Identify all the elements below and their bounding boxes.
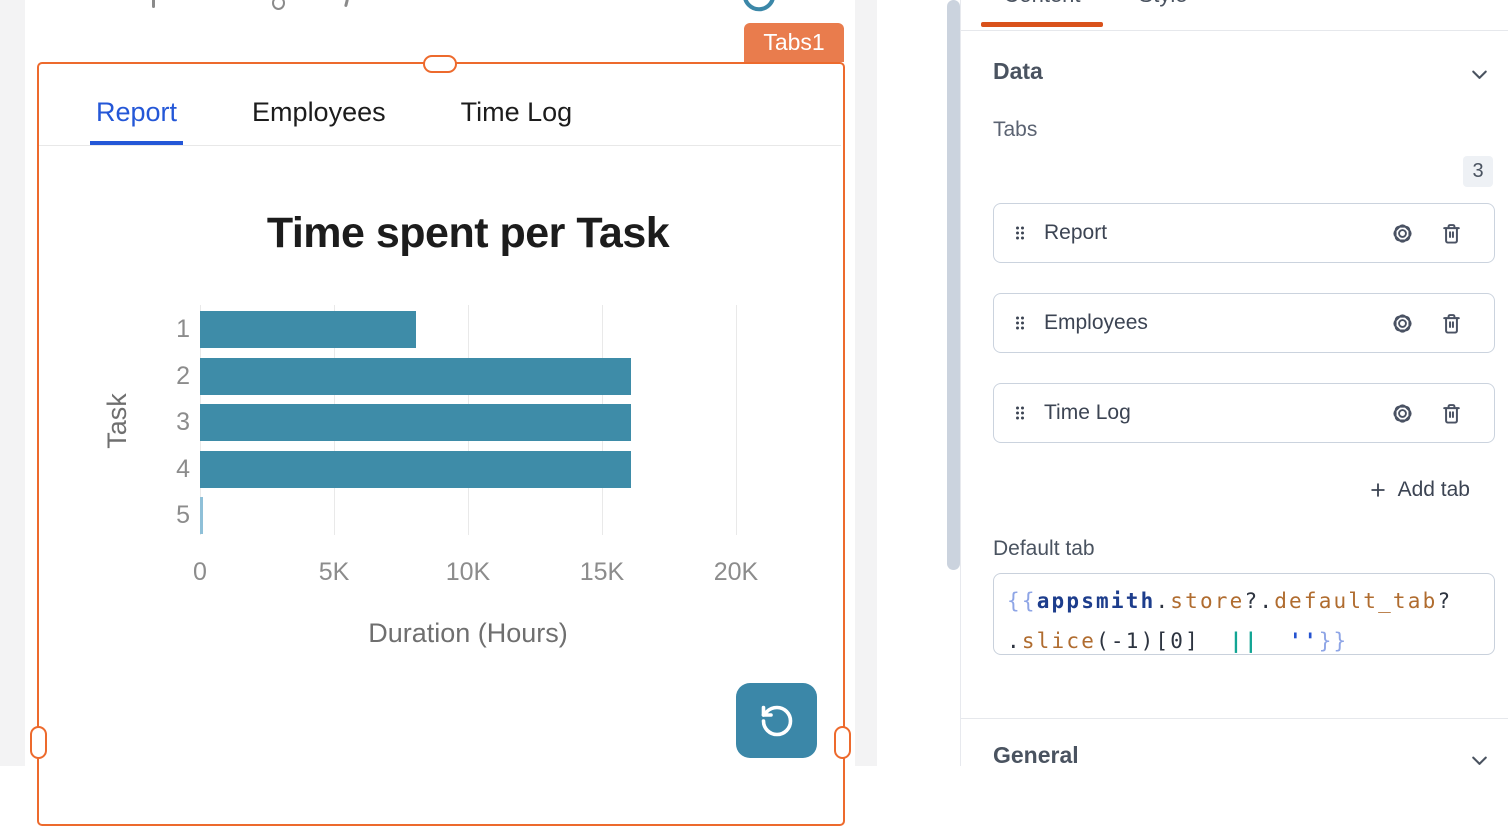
widget-selection-frame: [37, 62, 845, 826]
trash-icon[interactable]: [1439, 401, 1464, 426]
chart-title: Time spent per Task: [266, 209, 670, 257]
gridline: [736, 305, 737, 535]
clipped-glyph: [272, 0, 285, 10]
chart-x-axis-title: Duration (Hours): [368, 618, 568, 648]
trash-icon[interactable]: [1439, 221, 1464, 246]
tab-list-item-employees[interactable]: Employees: [993, 293, 1495, 353]
clipped-glyph: [152, 0, 155, 8]
bar-task-3[interactable]: [200, 404, 632, 442]
add-tab-button[interactable]: Add tab: [1362, 477, 1476, 503]
tabbar-divider: [39, 145, 841, 146]
resize-handle-left[interactable]: [30, 726, 47, 759]
y-category-label: 4: [176, 454, 190, 483]
canvas-right-gutter: [855, 0, 877, 766]
y-category-label: 5: [176, 501, 190, 530]
active-tab-underline: [981, 22, 1103, 27]
settings-gear-icon[interactable]: [1390, 401, 1415, 426]
tabs-count-badge: 3: [1463, 156, 1493, 187]
widget-tab-report[interactable]: Report: [90, 96, 184, 145]
widget-tab-employees[interactable]: Employees: [246, 96, 392, 145]
resize-handle-top[interactable]: [423, 55, 457, 73]
canvas-scrollbar[interactable]: [947, 0, 960, 570]
tab-list-item-report[interactable]: Report: [993, 203, 1495, 263]
tab-item-label: Employees: [1044, 311, 1148, 334]
bar-task-1[interactable]: [200, 311, 416, 348]
bar-task-5[interactable]: [200, 497, 203, 535]
drag-handle-icon[interactable]: [1010, 222, 1030, 244]
default-tab-code-input[interactable]: {{appsmith.store?.default_tab? .slice(-1)…: [993, 573, 1495, 655]
resize-handle-right[interactable]: [834, 726, 851, 759]
chart-y-axis-title: Task: [102, 393, 132, 449]
x-tick-label: 10K: [445, 558, 491, 586]
widget-tab-time-log[interactable]: Time Log: [455, 96, 579, 145]
tabs-widget-tabbar: Report Employees Time Log: [90, 96, 578, 145]
y-category-label: 1: [176, 315, 190, 343]
settings-gear-icon[interactable]: [1390, 311, 1415, 336]
y-category-label: 3: [176, 408, 190, 437]
x-tick-label: 15K: [579, 558, 625, 586]
editor-left-margin: [0, 0, 25, 766]
chevron-down-icon[interactable]: [1467, 748, 1492, 773]
x-tick-label: 5K: [318, 558, 350, 586]
drag-handle-icon[interactable]: [1010, 402, 1030, 424]
bar-task-2[interactable]: [200, 357, 632, 395]
refresh-ccw-icon: [759, 703, 795, 739]
code-line: .slice(-1)[0] || ''}}: [1007, 629, 1349, 653]
clipped-text-top: [0, 0, 900, 16]
drag-handle-icon[interactable]: [1010, 312, 1030, 334]
tab-items-list: Report: [993, 203, 1495, 473]
widget-name-tag[interactable]: Tabs1: [744, 23, 844, 62]
chart-refresh-button[interactable]: [736, 683, 817, 758]
settings-gear-icon[interactable]: [1390, 221, 1415, 246]
tab-list-item-time-log[interactable]: Time Log: [993, 383, 1495, 443]
property-pane: Content Style Data Tabs 3 Report: [960, 0, 1508, 768]
section-title-data: Data: [993, 58, 1043, 84]
section-title-general: General: [993, 742, 1079, 768]
tab-item-label: Time Log: [1044, 401, 1131, 424]
bar-task-4[interactable]: [200, 450, 632, 488]
default-tab-field-label: Default tab: [993, 537, 1095, 560]
y-category-label: 2: [176, 361, 190, 390]
tab-item-label: Report: [1044, 221, 1108, 244]
refresh-ccw-icon[interactable]: [740, 0, 778, 14]
code-line: {{appsmith.store?.default_tab?: [1007, 589, 1453, 613]
divider: [961, 30, 1508, 31]
chevron-down-icon[interactable]: [1467, 62, 1492, 87]
pane-tab-style[interactable]: Style: [1121, 0, 1205, 7]
x-tick-label: 0: [193, 558, 207, 586]
divider: [961, 718, 1508, 719]
trash-icon[interactable]: [1439, 311, 1464, 336]
plus-icon: [1368, 480, 1388, 500]
x-tick-label: 20K: [713, 558, 759, 586]
pane-tab-content[interactable]: Content: [981, 0, 1103, 7]
tabs-field-label: Tabs: [993, 118, 1038, 141]
clipped-glyph: [344, 0, 349, 8]
add-tab-label: Add tab: [1397, 478, 1470, 501]
